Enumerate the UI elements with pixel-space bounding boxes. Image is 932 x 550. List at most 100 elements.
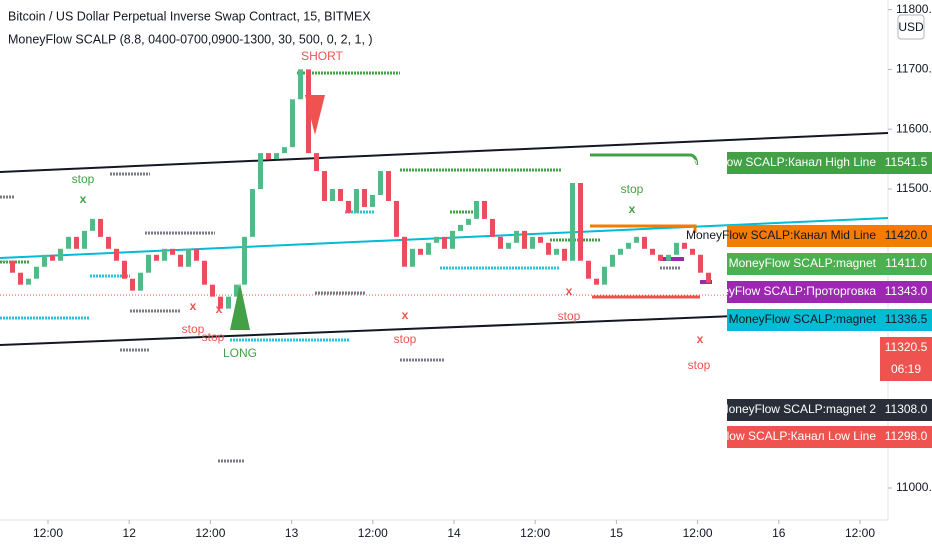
candle [186,248,191,267]
stop-marks: x x x x x x x [80,192,704,346]
candle [162,248,167,261]
candle [682,242,687,249]
candle [634,236,639,243]
stop-label: stop [621,182,644,196]
candle [42,254,47,267]
candle [402,236,407,267]
candle [314,153,319,172]
price-tick-label: 11500.0 [896,181,932,195]
candle [450,230,455,249]
tag-name-box [727,309,880,331]
svg-text:x: x [80,192,87,206]
tag-name: MoneyFlow SCALP:magnet [729,312,877,326]
tag-price: 11343.0 [885,284,928,298]
stop-label: stop [558,309,581,323]
stop-label: stop [202,330,225,344]
candle [10,260,15,273]
candle [578,183,583,261]
stop-label: stop [72,172,95,186]
candle [130,278,135,291]
time-tick-label: 12:00 [683,526,713,540]
long-label: LONG [223,346,257,360]
time-tick-label: 12 [123,526,137,540]
candle [378,171,383,195]
tag-price-box [880,253,932,275]
candle [122,260,127,279]
currency-button[interactable] [897,14,925,40]
candle [74,236,79,249]
level-dashes [0,71,680,463]
tag-name: MoneyFlow SCALP:magnet [729,256,877,270]
tag-name: MoneyFlow SCALP:Канал High Line [681,155,877,169]
indicator-title[interactable]: MoneyFlow SCALP (8.8, 0400-0700,0900-130… [8,32,373,46]
level-mid [590,224,697,233]
tag-name-box [727,225,880,247]
tag-price-box [880,309,932,331]
tag-price-box [880,399,932,421]
candle [26,278,31,285]
candle [394,200,399,237]
tag-name-box [727,152,880,174]
svg-text:x: x [629,202,636,216]
candle [66,236,71,249]
candle [282,147,287,154]
long-signal [230,283,250,330]
stop-label: stop [688,358,711,372]
candle [554,248,559,255]
candle [490,218,495,237]
tag-name: MoneyFlow SCALP:Канал Low Line [683,429,876,443]
candle [242,236,247,285]
candle [434,236,439,243]
currency-label[interactable]: USD [898,20,924,34]
tag-price: 11411.0 [885,256,927,270]
candle [154,254,159,261]
candle [658,254,663,261]
time-tick-label: 12:00 [845,526,875,540]
candle [170,248,175,255]
short-signal [305,95,325,135]
candle [586,260,591,279]
tag-price: 11308.0 [885,402,928,416]
candle [34,266,39,279]
price-tick-label: 11600.0 [896,121,932,135]
time-tick-label: 12:00 [33,526,63,540]
candle [530,236,535,249]
candle [218,296,223,309]
candle [602,266,607,285]
candle [458,224,463,231]
candle [546,242,551,255]
candle [522,230,527,249]
candle [426,242,431,255]
tag-price: 11336.5 [885,312,928,326]
candle [330,189,335,201]
tag-price-box [880,152,932,174]
svg-text:x: x [216,302,223,316]
svg-text:x: x [697,332,704,346]
candle [138,272,143,291]
tag-price-box [880,337,932,381]
candle [466,218,471,225]
candle [202,260,207,285]
candle [370,194,375,207]
candle [18,272,23,285]
price-tick-label: 11000.0 [896,480,932,494]
candle [666,254,671,261]
candle [338,189,343,201]
candle [146,254,151,273]
candle [58,248,63,261]
candle [506,242,511,249]
candle [538,236,543,243]
tag-price-box [880,426,932,448]
candle [178,254,183,267]
candle [418,248,423,255]
candle [362,189,367,207]
candle [250,189,255,237]
tag-countdown: 06:19 [891,362,921,376]
stop-label: stop [182,322,205,336]
time-tick-label: 15 [610,526,624,540]
candle [594,278,599,285]
candle [674,242,679,255]
price-tick-label: 11700.0 [896,62,932,76]
candle [690,248,695,255]
